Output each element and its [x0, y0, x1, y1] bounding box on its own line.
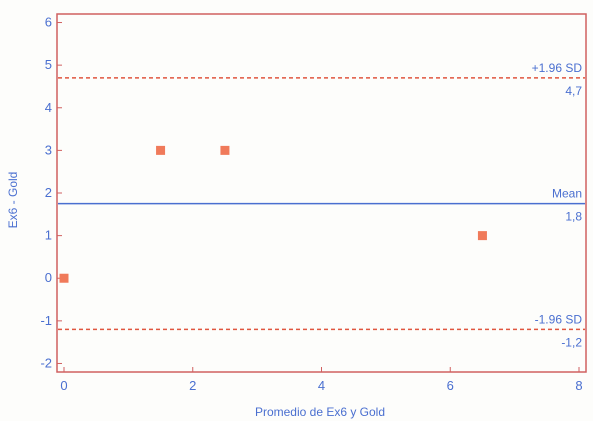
y-tick-label: -2 [40, 355, 52, 370]
reference-line-value: -1,2 [561, 335, 582, 349]
y-tick-label: -1 [40, 313, 52, 328]
y-tick-label: 2 [45, 185, 52, 200]
data-point-2 [220, 145, 230, 155]
x-tick-label: 0 [60, 378, 67, 393]
data-point-0 [59, 273, 69, 283]
plot-frame [56, 13, 587, 373]
y-tick-label: 5 [45, 57, 52, 72]
y-tick-label: 4 [45, 100, 52, 115]
reference-line-name: +1.96 SD [532, 61, 583, 75]
reference-line-name: -1.96 SD [535, 312, 583, 326]
reference-lines: +1.96 SD 4,7 Mean 1,8 -1.96 SD -1,2 [58, 61, 585, 349]
axis-ticks: -2 -1 0 1 2 3 4 5 6 0 2 4 6 8 [40, 15, 582, 393]
reference-line-value: 1,8 [565, 210, 582, 224]
y-tick-label: 6 [45, 15, 52, 30]
y-axis-title: Ex6 - Gold [6, 172, 20, 229]
data-point-1 [156, 145, 166, 155]
reference-line-name: Mean [552, 187, 582, 201]
x-tick-label: 4 [318, 378, 325, 393]
x-tick-label: 6 [447, 378, 454, 393]
y-tick-label: 0 [45, 270, 52, 285]
y-tick-label: 3 [45, 142, 52, 157]
y-tick-label: 1 [45, 228, 52, 243]
x-tick-label: 8 [575, 378, 582, 393]
x-tick-label: 2 [189, 378, 196, 393]
data-point-3 [477, 231, 487, 241]
data-points [59, 145, 487, 283]
x-axis-title: Promedio de Ex6 y Gold [255, 405, 385, 419]
reference-line-value: 4,7 [565, 84, 582, 98]
